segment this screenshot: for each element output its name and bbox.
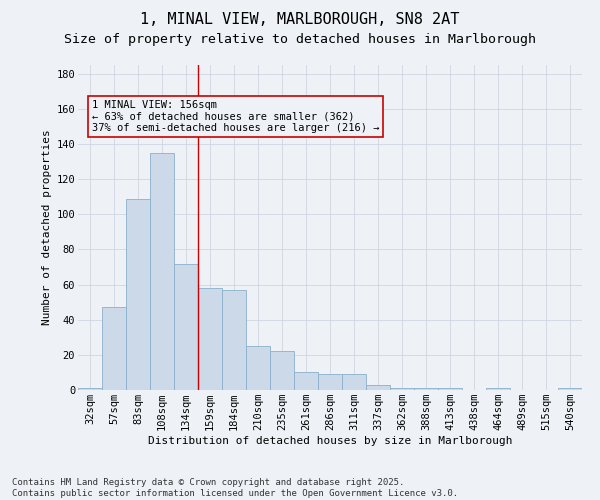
Bar <box>294 372 318 390</box>
Bar <box>78 388 102 390</box>
Bar <box>486 388 510 390</box>
Bar <box>342 374 366 390</box>
Bar <box>366 384 390 390</box>
Bar <box>390 388 414 390</box>
Bar <box>174 264 198 390</box>
Bar <box>102 308 126 390</box>
Y-axis label: Number of detached properties: Number of detached properties <box>43 130 52 326</box>
Bar <box>126 198 150 390</box>
Text: 1 MINAL VIEW: 156sqm
← 63% of detached houses are smaller (362)
37% of semi-deta: 1 MINAL VIEW: 156sqm ← 63% of detached h… <box>92 100 379 134</box>
Text: Contains HM Land Registry data © Crown copyright and database right 2025.
Contai: Contains HM Land Registry data © Crown c… <box>12 478 458 498</box>
Bar <box>222 290 246 390</box>
Bar <box>318 374 342 390</box>
Bar <box>438 388 462 390</box>
Bar <box>246 346 270 390</box>
Bar <box>270 352 294 390</box>
Bar <box>558 388 582 390</box>
Text: Size of property relative to detached houses in Marlborough: Size of property relative to detached ho… <box>64 32 536 46</box>
Bar <box>198 288 222 390</box>
Bar <box>414 388 438 390</box>
Bar <box>150 153 174 390</box>
X-axis label: Distribution of detached houses by size in Marlborough: Distribution of detached houses by size … <box>148 436 512 446</box>
Text: 1, MINAL VIEW, MARLBOROUGH, SN8 2AT: 1, MINAL VIEW, MARLBOROUGH, SN8 2AT <box>140 12 460 28</box>
